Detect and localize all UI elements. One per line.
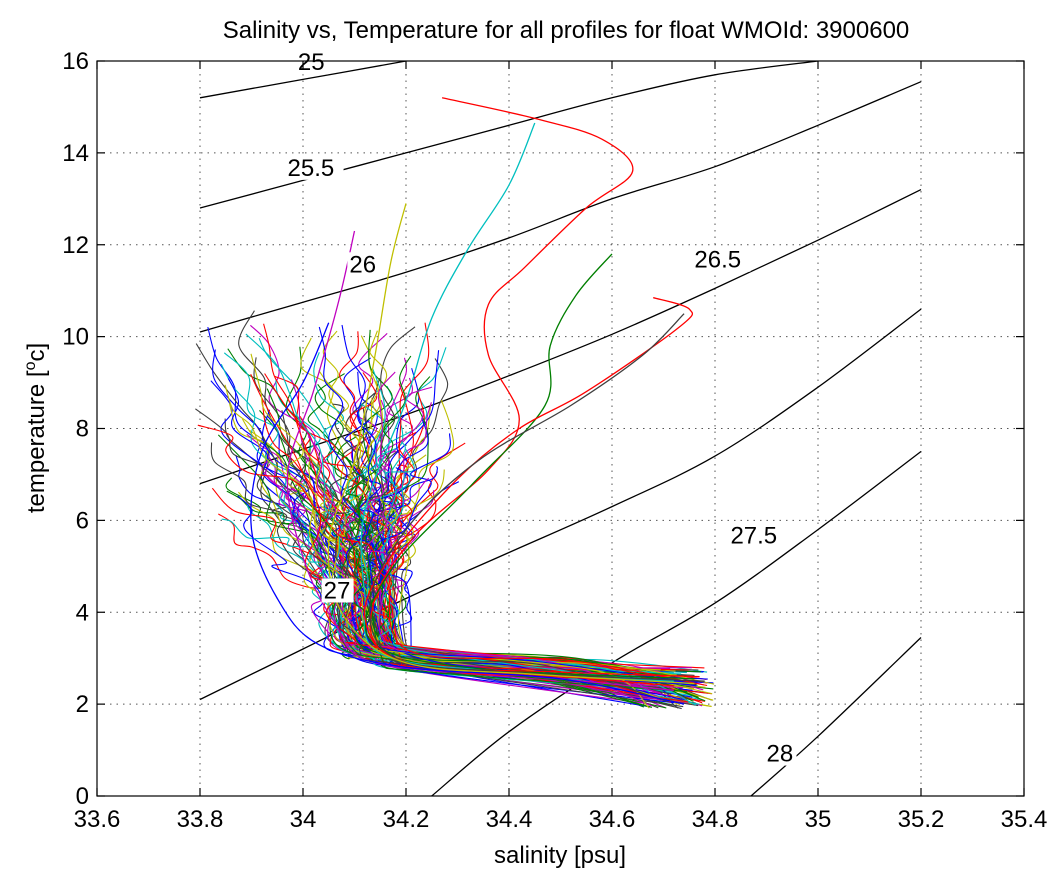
y-axis-label-text: temperature [ [23,370,50,513]
contour-label-background [692,247,751,272]
density-contour-label: 27.5 [730,522,777,549]
density-contour-labels: 25 25.5 26 26.5 27 27.5 28 [285,49,797,768]
density-contour-label: 26 [349,251,376,278]
density-contour-label: 26.5 [694,247,741,274]
profile-bundle [195,310,715,710]
profile-series-line [327,203,695,685]
density-contour-line [199,61,407,99]
x-axis-label: salinity [psu] [494,842,626,869]
profile-line [327,397,715,685]
contour-label-background [321,578,354,603]
y-tick-label: 6 [76,507,89,534]
profile-series-line [363,296,700,678]
x-tick-label: 33.6 [74,806,121,833]
x-tick-label: 34.4 [486,806,533,833]
profile-line [341,324,689,686]
x-tick-label: 34.2 [383,806,430,833]
profile-line [195,408,684,708]
x-tick-label: 33.8 [177,806,224,833]
density-contour-line [199,61,819,209]
y-tick-label: 0 [76,783,89,810]
density-contour-label: 28 [767,741,794,768]
y-axis-label-unit: c] [23,343,50,362]
density-contour-label: 25.5 [288,155,335,182]
density-contour-line [199,81,922,333]
contour-label-background [347,252,380,277]
profile-series-line [368,313,705,682]
profile-series-line [364,253,695,680]
x-tick-label: 35 [805,806,832,833]
contour-label-background [728,523,787,548]
density-contour-label: 25 [298,49,325,76]
contour-label-background [295,50,328,75]
x-tick-label: 34.8 [692,806,739,833]
y-tick-label: 12 [62,232,89,259]
profile-line [345,456,688,693]
x-tick-label: 34.6 [589,806,636,833]
y-axis-label: temperature [oc] [22,343,50,513]
x-tick-label: 34 [290,806,317,833]
density-contour-line [750,637,922,796]
profile-line [224,384,661,671]
axis-ticks: 33.6 33.8 34 34.2 34.4 34.6 34.8 35 35.2 35.4 0 2 4 6… [62,48,1047,833]
x-tick-label: 35.2 [898,806,945,833]
density-contour-label: 27 [324,577,351,604]
density-contour-line [199,308,922,701]
profile-line [281,410,672,695]
profile-series [250,97,705,705]
y-tick-label: 14 [62,140,89,167]
density-contour-line [431,450,922,796]
profile-line [197,424,708,687]
y-axis-label-superscript: o [22,361,39,370]
y-tick-label: 16 [62,48,89,75]
profile-line [318,326,698,684]
x-tick-label: 35.4 [1001,806,1048,833]
y-tick-label: 4 [76,599,89,626]
y-tick-label: 10 [62,324,89,351]
contour-label-background [285,155,344,180]
y-tick-label: 2 [76,691,89,718]
contour-label-background [764,741,797,766]
profile-line [329,355,647,672]
chart-title: Salinity vs, Temperature for all profile… [223,17,910,44]
y-tick-label: 8 [76,416,89,443]
profile-series-line [250,322,685,705]
